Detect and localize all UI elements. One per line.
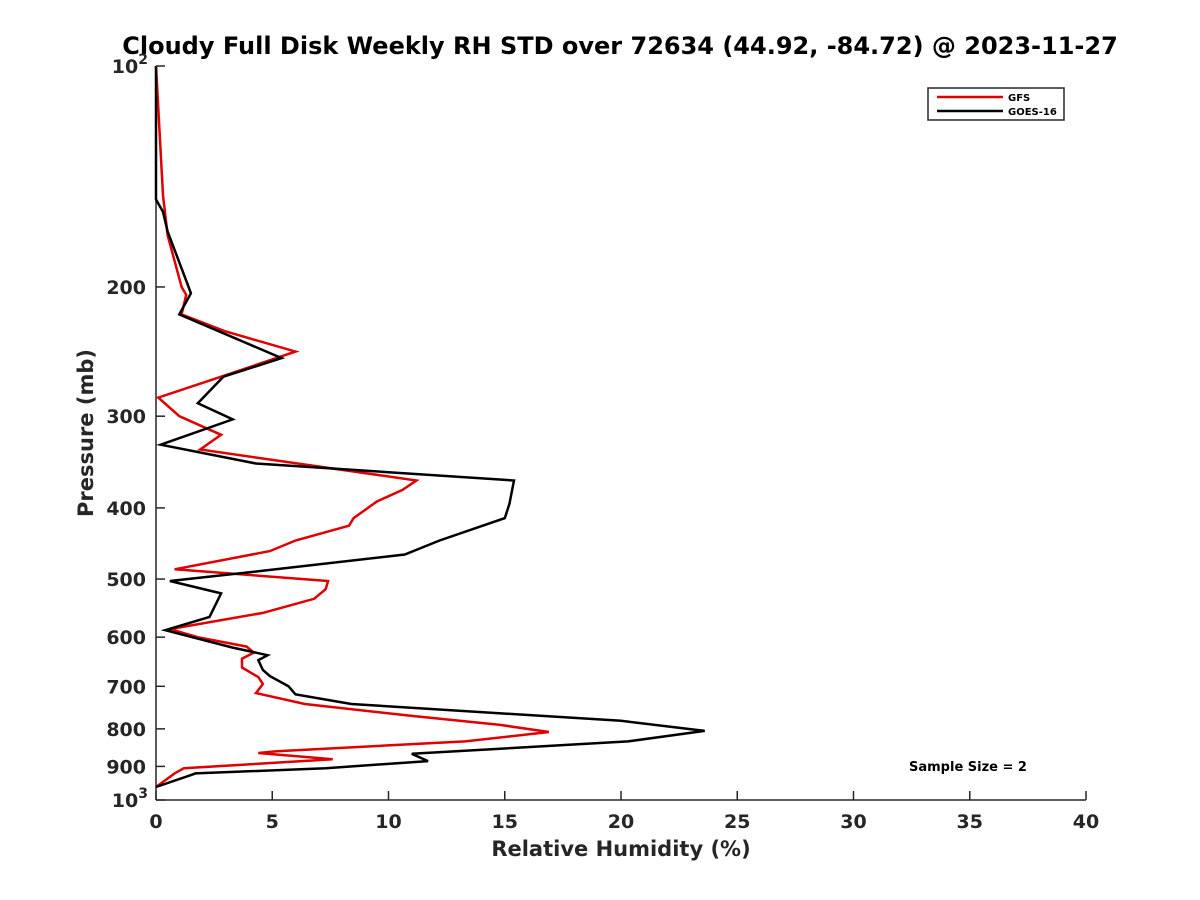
y-tick-label: 400 <box>106 498 146 520</box>
x-tick-label: 15 <box>492 811 518 833</box>
x-tick-label: 10 <box>375 811 401 833</box>
y-tick-label: 900 <box>106 756 146 778</box>
x-tick-label: 5 <box>266 811 279 833</box>
series-line-goes-16 <box>154 66 705 789</box>
series-line-gfs <box>154 65 550 789</box>
legend-box <box>927 87 1065 121</box>
y-tick-label: 600 <box>106 627 146 649</box>
sample-size-annotation: Sample Size = 2 <box>909 760 1027 775</box>
x-tick-label: 25 <box>724 811 750 833</box>
y-tick-label: 103 <box>112 786 148 812</box>
y-tick-label: 500 <box>106 569 146 591</box>
y-tick-label: 200 <box>106 277 146 299</box>
x-axis-label: Relative Humidity (%) <box>491 837 750 861</box>
x-tick-label: 40 <box>1073 811 1099 833</box>
x-tick-label: 30 <box>840 811 866 833</box>
chart-title: Cloudy Full Disk Weekly RH STD over 7263… <box>122 32 1118 60</box>
legend-label-gfs: GFS <box>1008 93 1030 104</box>
y-tick-label: 102 <box>112 52 148 78</box>
y-axis-label: Pressure (mb) <box>74 349 98 517</box>
legend-label-goes16: GOES-16 <box>1008 107 1057 118</box>
y-tick-label: 700 <box>106 676 146 698</box>
x-tick-label: 35 <box>957 811 983 833</box>
x-tick-label: 20 <box>608 811 634 833</box>
y-tick-label: 300 <box>106 406 146 428</box>
x-tick-label: 0 <box>149 811 162 833</box>
series-layer <box>154 65 705 789</box>
ticks-layer: 0 5 10 15 20 25 30 35 40 102 200 300 400 500 600 700 800… <box>106 52 1099 833</box>
y-tick-label: 800 <box>106 719 146 741</box>
legend: GFS GOES-16 <box>927 87 1065 121</box>
plot-area: 0 5 10 15 20 25 30 35 40 102 200 300 400 500 600 700 800… <box>106 52 1099 833</box>
